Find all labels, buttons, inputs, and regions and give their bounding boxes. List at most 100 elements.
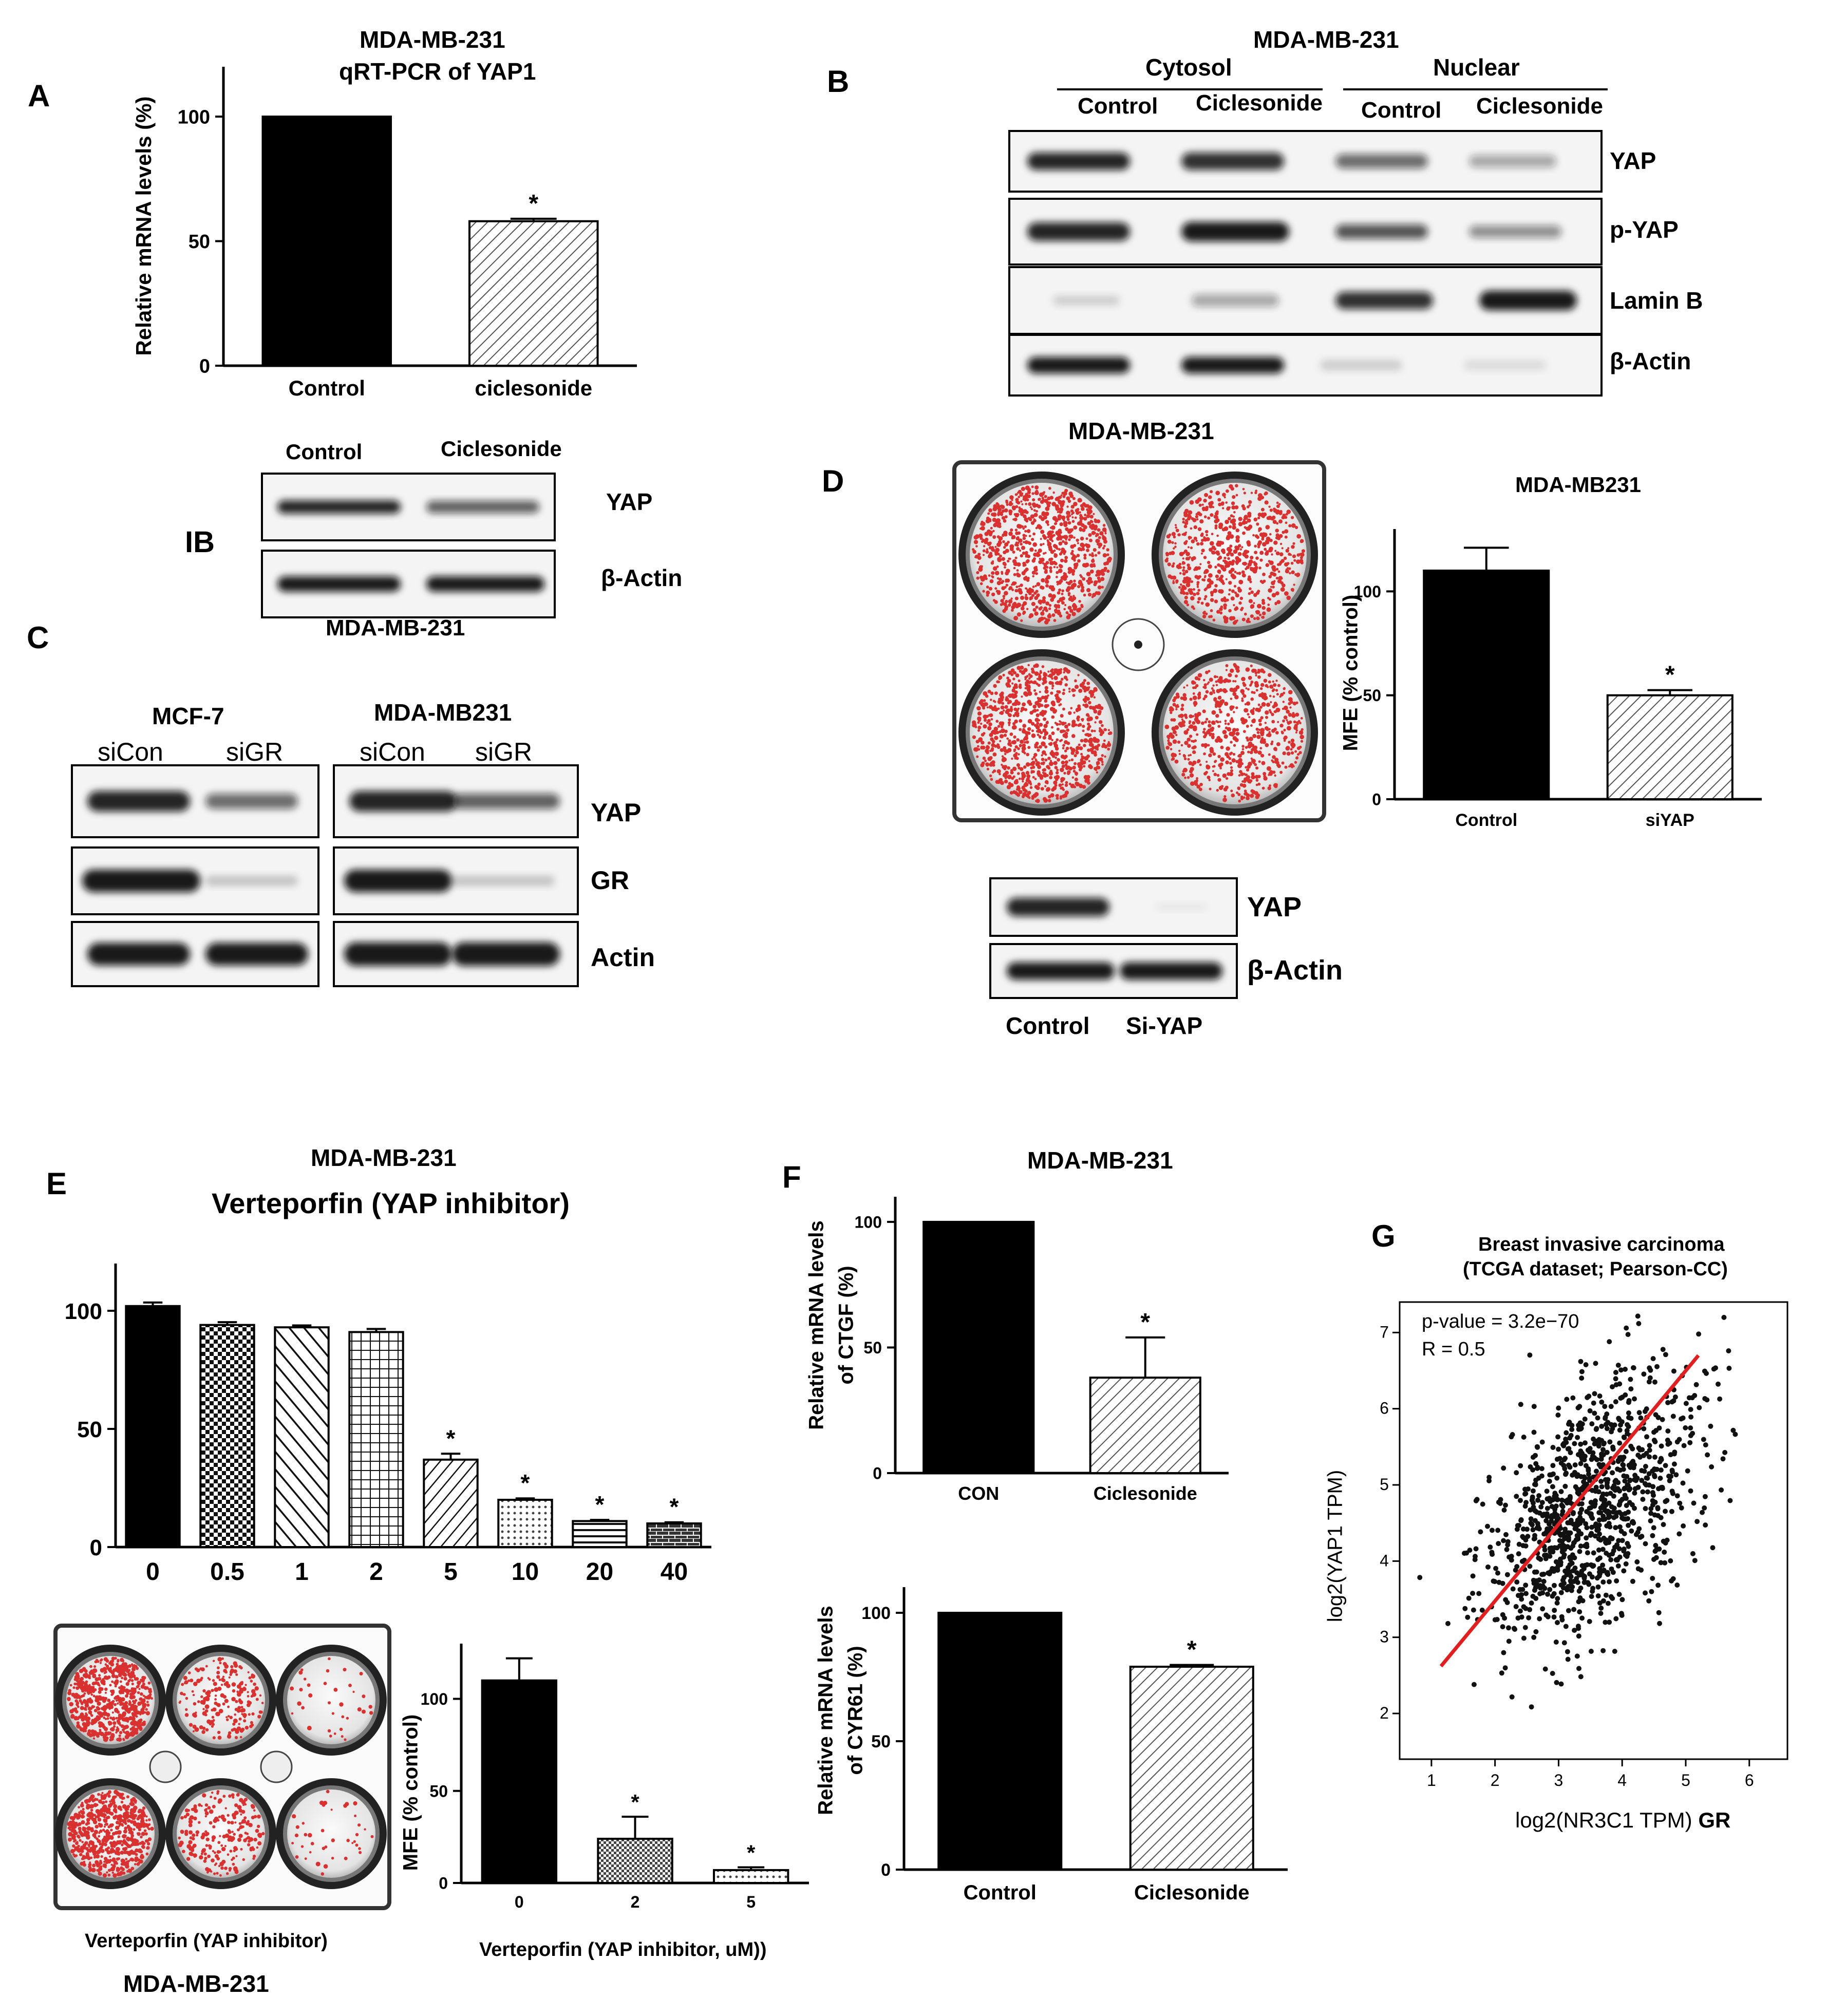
panel-g-point <box>1561 1457 1567 1462</box>
panel-g-point <box>1639 1478 1645 1483</box>
panel-g-point <box>1609 1504 1614 1510</box>
panel-g-point <box>1521 1435 1527 1440</box>
panel-g-regression-line <box>1439 1354 1700 1668</box>
panel-f2-y-label-line2: of CYR61 (%) <box>844 1646 867 1775</box>
panel-g-point <box>1603 1592 1609 1598</box>
panel-c-label-sigr-1: siGR <box>226 738 284 766</box>
chart-a-y-tick-label: 100 <box>178 107 210 128</box>
panel-g-point <box>1613 1525 1618 1531</box>
panel-b-blot-yap-band <box>1335 154 1428 168</box>
panel-c-blot-gr-mcf7-band <box>205 876 298 886</box>
panel-g-point <box>1613 1399 1618 1405</box>
panel-g-point <box>1587 1476 1592 1481</box>
panel-e-plate-well-2-colonies <box>178 1657 264 1740</box>
panel-g-point <box>1607 1619 1612 1625</box>
panel-g-point <box>1560 1531 1566 1537</box>
chart-d-x-tick-label: siYAP <box>1646 811 1694 830</box>
panel-e-plate-well-4-colonies <box>67 1789 154 1878</box>
panel-g-point <box>1555 1596 1560 1602</box>
panel-g-point <box>1625 1516 1630 1521</box>
panel-g-point <box>1527 1607 1533 1612</box>
panel-g-point <box>1653 1555 1659 1560</box>
panel-g-point <box>1538 1504 1544 1510</box>
panel-g-point <box>1519 1596 1524 1602</box>
panel-g-point <box>1539 1500 1545 1505</box>
panel-g-point <box>1655 1505 1661 1511</box>
panel-g-point <box>1574 1533 1580 1538</box>
panel-g-point <box>1608 1557 1614 1562</box>
panel-g-point <box>1533 1629 1539 1634</box>
panel-g-point <box>1604 1426 1610 1431</box>
panel-g-point <box>1652 1499 1658 1505</box>
panel-g-point <box>1717 1396 1723 1402</box>
panel-g-point <box>1490 1528 1495 1533</box>
panel-g-point <box>1502 1665 1508 1671</box>
panel-g-point <box>1531 1429 1537 1435</box>
panel-g-point <box>1528 1507 1533 1513</box>
panel-g-point <box>1470 1573 1476 1579</box>
panel-b-label-control-1: Control <box>1078 93 1158 119</box>
panel-g-point <box>1594 1575 1600 1581</box>
panel-g-point <box>1465 1614 1471 1620</box>
panel-g-point <box>1605 1484 1610 1490</box>
panel-g-point <box>1550 1484 1555 1490</box>
panel-g-point <box>1644 1450 1649 1456</box>
panel-b-blot-actin-band <box>1464 360 1546 370</box>
panel-g-point <box>1626 1510 1631 1515</box>
panel-g-point <box>1587 1618 1592 1624</box>
chart-e2-significance-mark: * <box>747 1841 756 1865</box>
panel-g-point <box>1590 1487 1595 1493</box>
panel-g-point <box>1514 1494 1519 1499</box>
panel-g-point <box>1523 1591 1529 1596</box>
panel-g-point <box>1577 1515 1583 1520</box>
panel-g-point <box>1588 1533 1593 1538</box>
panel-g-point <box>1623 1561 1629 1567</box>
panel-g-point <box>1605 1600 1611 1606</box>
panel-g-point <box>1674 1493 1680 1499</box>
panel-g-point <box>1610 1470 1615 1476</box>
panel-g-point <box>1631 1365 1636 1371</box>
panel-g-point <box>1533 1482 1538 1487</box>
panel-g-point <box>1583 1521 1589 1527</box>
panel-g-point <box>1527 1352 1533 1358</box>
panel-g-point <box>1610 1596 1615 1601</box>
panel-g-point <box>1553 1559 1559 1565</box>
panel-g-x-tick-label: 1 <box>1427 1771 1436 1789</box>
panel-g-point <box>1661 1522 1666 1528</box>
panel-g-point <box>1494 1617 1500 1622</box>
panel-g-point <box>1558 1590 1564 1595</box>
panel-c-label-sicon-2: siCon <box>360 738 425 766</box>
panel-g-point <box>1635 1530 1641 1535</box>
panel-g-point <box>1472 1557 1478 1562</box>
panel-g-point <box>1665 1400 1671 1405</box>
panel-g-point <box>1726 1348 1731 1353</box>
panel-b-blot-actin-band <box>1181 357 1284 373</box>
panel-g-point <box>1615 1458 1621 1463</box>
panel-g-point <box>1499 1670 1504 1676</box>
panel-c-cell-line-mdamb231: MDA-MB231 <box>374 699 512 726</box>
panel-g-point <box>1701 1437 1706 1442</box>
panel-letter-a: A <box>28 79 50 113</box>
panel-g-point <box>1517 1587 1523 1592</box>
panel-g-point <box>1536 1577 1542 1583</box>
panel-d-plate-well-1-colonies <box>972 485 1112 625</box>
panel-g-point <box>1572 1441 1577 1446</box>
panel-g-point <box>1599 1399 1605 1405</box>
panel-g-point <box>1575 1435 1580 1440</box>
panel-g-point <box>1524 1527 1530 1532</box>
panel-g-point <box>1542 1666 1548 1672</box>
panel-letter-b: B <box>827 64 850 99</box>
panel-g-point <box>1485 1564 1491 1570</box>
panel-g-x-label-gr: GR <box>1698 1808 1731 1832</box>
panel-g-point <box>1515 1615 1521 1621</box>
panel-g-point <box>1543 1518 1549 1523</box>
panel-g-point <box>1539 1439 1545 1445</box>
panel-g-point <box>1627 1478 1633 1483</box>
panel-g-point <box>1522 1486 1528 1492</box>
panel-g-point <box>1576 1422 1581 1428</box>
panel-g-point <box>1487 1544 1493 1550</box>
panel-g-point <box>1593 1484 1599 1490</box>
chart-e1-bar <box>572 1520 628 1548</box>
panel-c-blot-gr-mda-band <box>452 876 555 886</box>
panel-g-point <box>1616 1416 1622 1421</box>
